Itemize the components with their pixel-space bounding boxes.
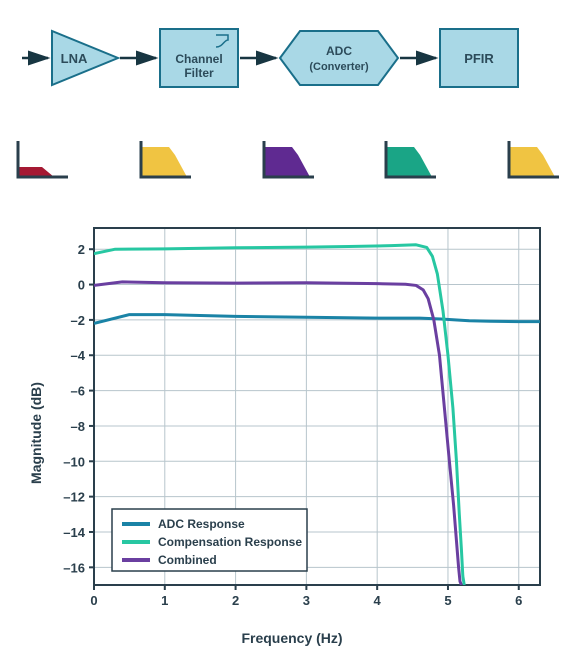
adc-label-1: ADC bbox=[326, 44, 352, 58]
svg-text:0: 0 bbox=[90, 593, 97, 608]
mini-icon-5 bbox=[503, 135, 563, 185]
svg-text:2: 2 bbox=[232, 593, 239, 608]
mini-icon-3 bbox=[258, 135, 318, 185]
svg-text:5: 5 bbox=[444, 593, 451, 608]
mini-icon-4 bbox=[380, 135, 440, 185]
block-diagram: LNA Channel Filter ADC (Converter) PFIR bbox=[20, 28, 555, 88]
filter-label-1: Channel bbox=[175, 52, 222, 66]
svg-text:Combined: Combined bbox=[158, 553, 217, 567]
svg-text:–10: –10 bbox=[63, 454, 85, 469]
svg-text:–16: –16 bbox=[63, 560, 85, 575]
svg-text:–14: –14 bbox=[63, 525, 85, 540]
svg-text:–4: –4 bbox=[71, 348, 86, 363]
svg-text:1: 1 bbox=[161, 593, 168, 608]
svg-text:–2: –2 bbox=[71, 313, 85, 328]
svg-text:Compensation Response: Compensation Response bbox=[158, 535, 302, 549]
y-axis-label: Magnitude (dB) bbox=[28, 382, 44, 484]
svg-text:–8: –8 bbox=[71, 419, 85, 434]
mini-icon-1 bbox=[12, 135, 72, 185]
svg-text:–12: –12 bbox=[63, 490, 85, 505]
filter-label-2: Filter bbox=[184, 66, 214, 80]
svg-text:2: 2 bbox=[78, 242, 85, 257]
svg-text:4: 4 bbox=[374, 593, 382, 608]
adc-label-2: (Converter) bbox=[309, 61, 369, 73]
svg-text:3: 3 bbox=[303, 593, 310, 608]
block-diagram-svg: LNA Channel Filter ADC (Converter) PFIR bbox=[20, 23, 555, 93]
svg-text:–6: –6 bbox=[71, 384, 85, 399]
svg-text:0: 0 bbox=[78, 278, 85, 293]
mini-icons-row bbox=[12, 135, 563, 190]
svg-text:ADC Response: ADC Response bbox=[158, 517, 245, 531]
pfir-label: PFIR bbox=[464, 51, 494, 66]
svg-text:6: 6 bbox=[515, 593, 522, 608]
mini-icon-2 bbox=[135, 135, 195, 185]
lna-label: LNA bbox=[61, 51, 88, 66]
chart: Magnitude (dB) Frequency (Hz) 0123456–16… bbox=[32, 218, 552, 648]
chart-svg: 0 1 2 3 4 5 6 –16 –14 –12 –10 –8 –6 –4 –2 0 2 ADC Respons… bbox=[32, 218, 552, 623]
x-axis-label: Frequency (Hz) bbox=[241, 630, 342, 646]
